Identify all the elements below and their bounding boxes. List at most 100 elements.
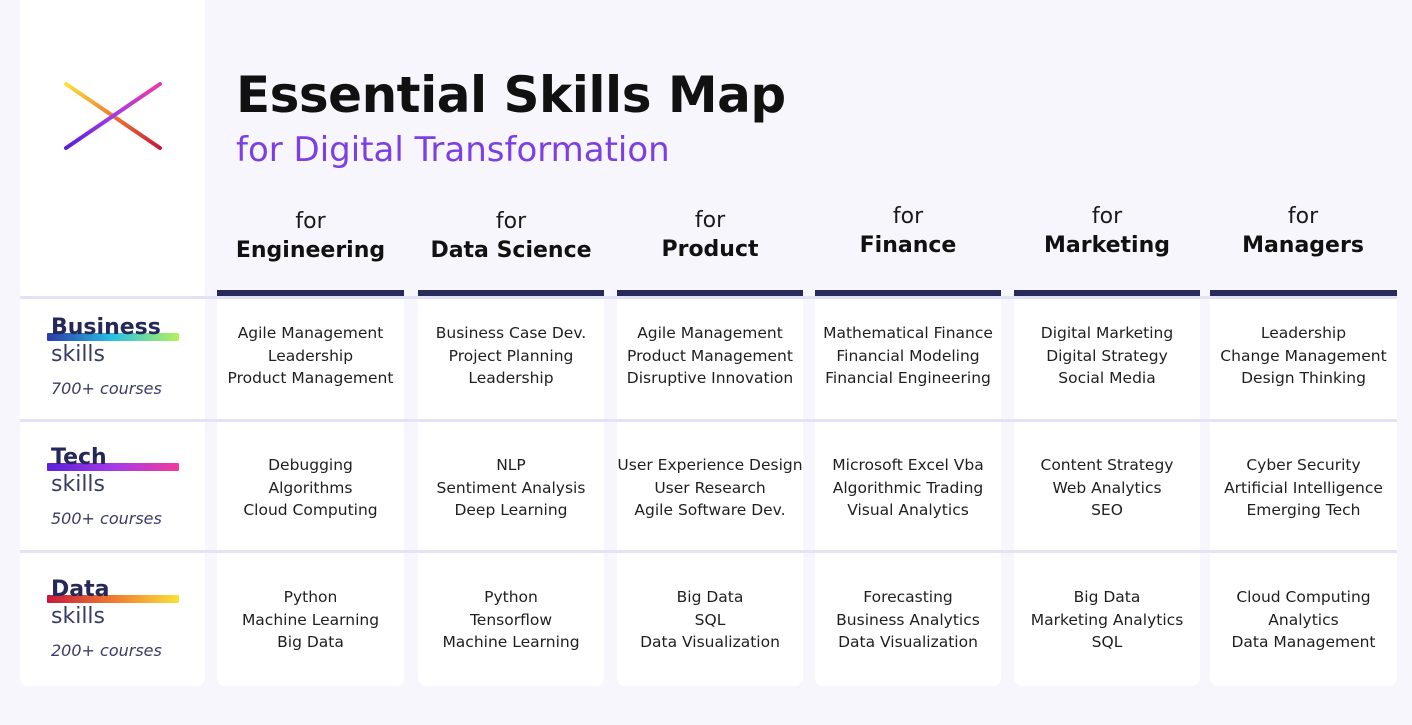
row-label-sub: skills — [51, 604, 106, 629]
skill-item: Artificial Intelligence — [1224, 478, 1383, 497]
skill-item: Social Media — [1058, 369, 1156, 387]
skill-item: Financial Engineering — [825, 369, 991, 387]
skill-item: Python — [484, 588, 538, 606]
skill-item: Algorithmic Trading — [832, 478, 984, 497]
skill-cell: Cyber Security Artificial Intelligence Eme… — [1210, 454, 1397, 522]
column-bar — [1210, 290, 1397, 298]
column-header-product: for Product — [617, 207, 803, 265]
column-header-name: Finance — [859, 233, 957, 258]
row-separator — [20, 296, 1397, 299]
column-card-finance — [815, 290, 1001, 686]
column-header-data-science: for Data Science — [418, 208, 604, 266]
skill-item: Microsoft Excel Vba — [832, 456, 984, 474]
skill-item: Cyber Security — [1246, 456, 1361, 474]
row-label-count: 200+ courses — [51, 641, 162, 660]
column-header-marketing: for Marketing — [1014, 203, 1200, 261]
skill-item: Algorithms — [268, 478, 353, 497]
skill-item: Business Analytics — [836, 610, 980, 629]
column-header-for: for — [295, 209, 326, 234]
skill-item: Big Data — [277, 633, 344, 651]
skill-item: Disruptive Innovation — [626, 369, 794, 387]
row-label-underline — [47, 595, 179, 603]
skill-item: Content Strategy — [1040, 456, 1174, 474]
skill-cell: Microsoft Excel Vba Algorithmic Trading Vi… — [815, 454, 1001, 522]
skill-item: Leadership — [267, 346, 354, 365]
row-label-heading: Business — [47, 315, 179, 341]
skill-item: User Experience Design — [617, 456, 803, 474]
skill-item: Visual Analytics — [847, 501, 969, 519]
skill-cell: Digital Marketing Digital Strategy Social … — [1014, 322, 1200, 390]
column-header-name: Marketing — [1043, 233, 1171, 258]
skill-item: Design Thinking — [1241, 369, 1366, 387]
skill-item: SQL — [694, 610, 726, 629]
column-header-for: for — [1287, 204, 1319, 229]
skill-cell: Big Data Marketing Analytics SQL — [1014, 586, 1200, 654]
skill-item: Sentiment Analysis — [436, 478, 586, 497]
row-label-sub: skills — [51, 342, 106, 367]
column-bar — [617, 290, 803, 298]
row-label-sub: skills — [51, 472, 106, 497]
column-card-product — [617, 290, 803, 686]
skill-item: Python — [283, 588, 338, 606]
skill-item: Data Visualization — [640, 633, 780, 651]
skill-item: User Research — [654, 478, 766, 497]
skill-item: Data Visualization — [838, 633, 978, 651]
skill-item: Debugging — [268, 456, 353, 474]
skill-item: Agile Management — [237, 324, 384, 342]
column-bar — [1014, 290, 1200, 298]
row-label-underline — [47, 463, 179, 471]
column-header-name: Product — [661, 237, 759, 262]
skill-item: Data Management — [1231, 633, 1376, 651]
row-label-text: Business — [51, 315, 161, 340]
column-header-name: Data Science — [430, 238, 592, 263]
skill-item: SEO — [1091, 501, 1123, 519]
column-header-name: Managers — [1242, 233, 1364, 258]
skill-cell: Forecasting Business Analytics Data Visual… — [815, 586, 1001, 654]
skill-item: Marketing Analytics — [1030, 610, 1184, 629]
skill-item: Agile Management — [637, 324, 783, 342]
row-label-count: 500+ courses — [51, 509, 162, 528]
row-label-heading: Tech — [47, 445, 179, 471]
column-bar — [815, 290, 1001, 298]
row-separator — [20, 419, 1397, 422]
skill-item: Leadership — [1260, 324, 1347, 342]
skill-cell: Cloud Computing Analytics Data Management — [1210, 586, 1397, 654]
row-label-text: Tech — [51, 445, 107, 470]
skill-cell: Python Tensorflow Machine Learning — [418, 586, 604, 654]
skill-item: SQL — [1091, 633, 1123, 651]
column-card-engineering — [217, 290, 404, 686]
skill-item: Product Management — [227, 369, 394, 387]
row-separator — [20, 550, 1397, 553]
skill-item: Deep Learning — [454, 501, 568, 519]
skill-cell: Agile Management Leadership Product Manage… — [217, 322, 404, 390]
skill-item: Tensorflow — [469, 610, 553, 629]
column-card-data-science — [418, 290, 604, 686]
row-label-heading: Data — [47, 578, 179, 603]
skill-item: NLP — [496, 456, 526, 474]
row-label-tech: Tech skills 500+ courses — [47, 445, 179, 528]
column-header-finance: for Finance — [815, 203, 1001, 261]
skill-item: Analytics — [1268, 610, 1339, 629]
skill-item: Leadership — [468, 369, 554, 387]
skill-cell: Python Machine Learning Big Data — [217, 586, 404, 654]
page-subtitle: for Digital Transformation — [236, 130, 670, 170]
column-header-for: for — [694, 208, 726, 233]
column-bar — [418, 290, 604, 298]
skill-cell: Leadership Change Management Design Thinki… — [1210, 322, 1397, 390]
row-label-data: Data skills 200+ courses — [47, 578, 179, 660]
skill-item: Emerging Tech — [1246, 501, 1361, 519]
skill-item: Digital Strategy — [1046, 346, 1168, 365]
skill-item: Forecasting — [863, 588, 953, 606]
column-bar — [217, 290, 404, 298]
column-card-managers — [1210, 290, 1397, 686]
skill-item: Cloud Computing — [1236, 588, 1371, 606]
skill-item: Big Data — [1073, 588, 1141, 606]
row-label-count: 700+ courses — [51, 379, 162, 398]
skill-item: Machine Learning — [241, 610, 380, 629]
left-panel — [20, 0, 205, 686]
skill-cell: Business Case Dev. Project Planning Leader… — [418, 322, 604, 390]
skill-cell: Debugging Algorithms Cloud Computing — [217, 454, 404, 522]
row-label-underline — [47, 333, 179, 341]
skill-item: Business Case Dev. — [435, 324, 587, 342]
